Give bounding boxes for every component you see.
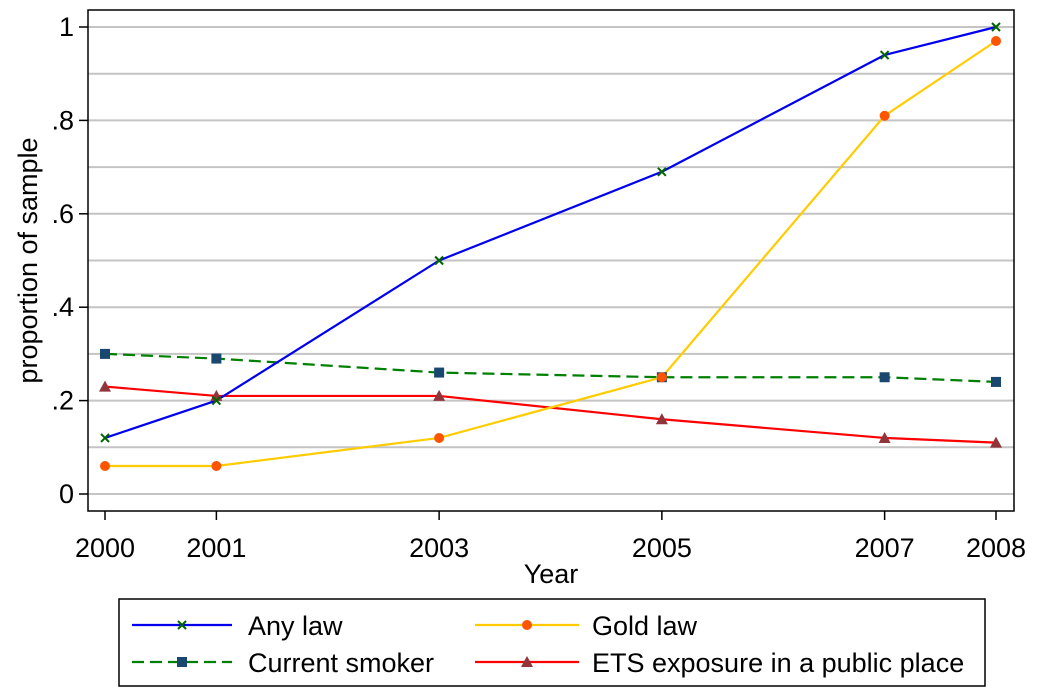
y-tick-label: .6 — [51, 199, 74, 229]
data-point — [879, 50, 890, 60]
legend-label: ETS exposure in a public place — [592, 648, 964, 678]
data-point — [879, 110, 890, 121]
legend-marker — [522, 620, 532, 630]
y-tick-label: .2 — [51, 386, 74, 416]
data-point — [434, 255, 444, 266]
series-line — [105, 40, 997, 468]
series-lines — [104, 25, 997, 468]
legend: Any law Gold law Current smoker ETS exposur… — [118, 598, 986, 687]
data-point — [990, 436, 1002, 448]
x-axis-title: Year — [524, 559, 579, 589]
marker-stroke — [657, 167, 667, 177]
legend-label: Any law — [248, 611, 343, 641]
y-tick-label: .4 — [51, 292, 74, 322]
marker-stroke — [434, 255, 444, 266]
marker-stroke — [991, 22, 1001, 32]
marker-stroke — [879, 50, 890, 60]
data-point — [991, 36, 1001, 47]
legend-label: Gold law — [592, 611, 698, 641]
axes — [79, 9, 1015, 520]
legend-label: Current smoker — [248, 648, 434, 678]
legend-box — [118, 598, 986, 687]
data-point — [991, 376, 1001, 387]
series-line — [104, 352, 997, 384]
tick-labels: 0 .2 .4 .6 .8 1 2000 2001 2003 2005 2007 2008 — [51, 12, 1026, 563]
data-point — [657, 167, 667, 177]
marker-stroke — [177, 620, 187, 630]
data-point — [878, 431, 891, 443]
data-point — [655, 413, 668, 425]
plot-frame — [87, 9, 1015, 512]
y-tick-label: 0 — [59, 479, 74, 509]
data-point — [211, 460, 222, 471]
x-tick-label: 2005 — [632, 533, 692, 563]
x-tick-label: 2008 — [966, 533, 1026, 563]
data-point — [434, 432, 445, 443]
data-point — [99, 380, 111, 392]
gridlines — [88, 26, 1014, 495]
x-tick-label: 2000 — [75, 533, 135, 563]
data-point — [991, 22, 1001, 32]
legend-marker — [521, 656, 533, 667]
data-point — [211, 395, 222, 406]
marker-stroke — [211, 395, 222, 406]
x-tick-label: 2001 — [186, 533, 246, 563]
x-tick-label: 2003 — [409, 533, 469, 563]
data-point — [100, 348, 110, 359]
data-point — [434, 367, 445, 378]
data-point — [100, 433, 110, 443]
series-markers — [99, 22, 1002, 471]
y-axis-title: proportion of sample — [13, 137, 43, 383]
data-point — [433, 389, 446, 401]
y-tick-label: .8 — [51, 105, 74, 135]
legend-marker — [177, 620, 187, 630]
series-line — [104, 25, 997, 440]
y-tick-label: 1 — [59, 12, 74, 42]
data-point — [879, 372, 890, 383]
x-tick-label: 2007 — [855, 533, 915, 563]
legend-marker — [177, 657, 187, 667]
marker-stroke — [100, 433, 110, 443]
data-point — [211, 353, 222, 364]
data-point — [100, 460, 110, 471]
series-line — [104, 385, 997, 444]
data-point — [656, 372, 667, 383]
